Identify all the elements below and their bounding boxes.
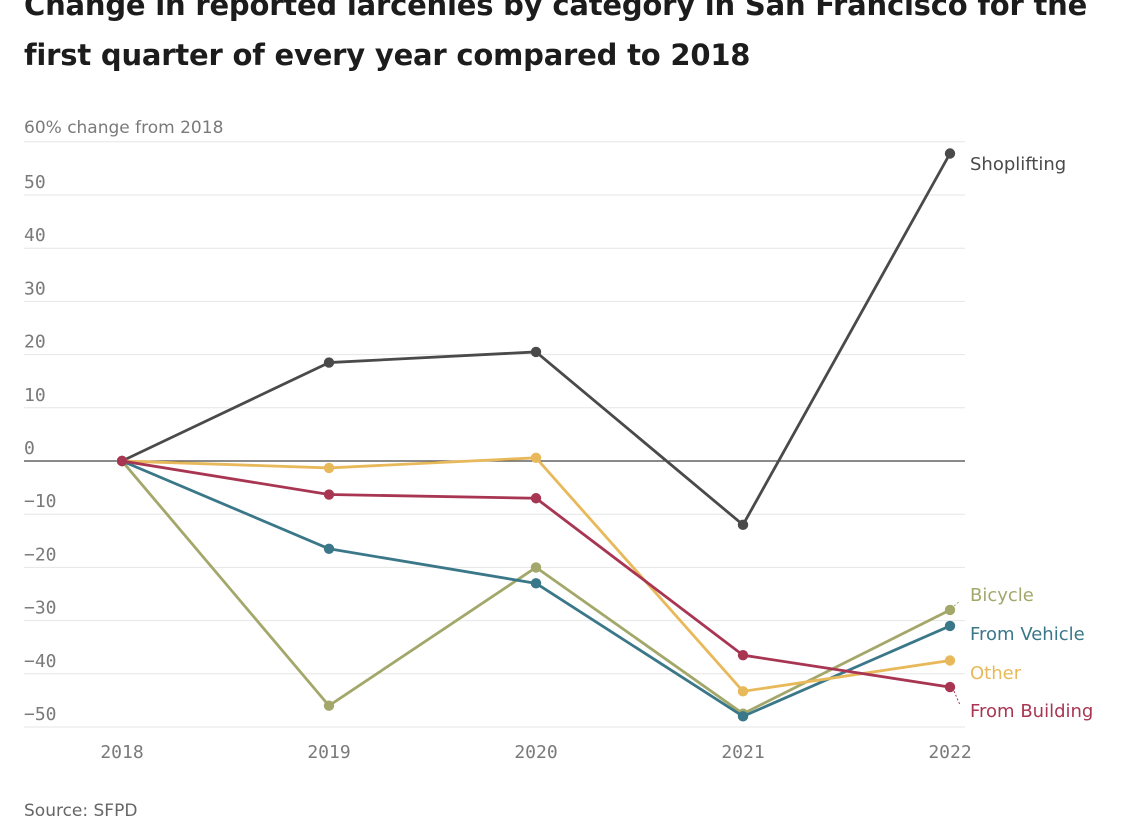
data-point — [323, 700, 335, 711]
data-point — [116, 455, 128, 467]
label-leader-line — [953, 690, 961, 706]
series-line — [120, 152, 952, 527]
x-tick-label: 2019 — [307, 742, 350, 763]
data-point — [737, 649, 749, 661]
grid-lines — [24, 141, 965, 728]
series-label: Bicycle — [970, 585, 1034, 606]
data-point — [323, 462, 335, 474]
y-tick-label: 10 — [24, 385, 46, 406]
y-axis-unit-label: 60% change from 2018 — [24, 118, 223, 138]
y-tick-label: 20 — [24, 332, 46, 353]
series-label: From Building — [970, 701, 1093, 722]
data-point — [737, 686, 749, 697]
data-point — [530, 562, 542, 573]
data-point — [944, 620, 956, 632]
y-tick-label: −20 — [24, 544, 57, 565]
series-line — [120, 456, 952, 693]
data-point — [944, 655, 956, 666]
data-point — [944, 604, 956, 616]
x-tick-label: 2018 — [100, 742, 143, 763]
data-point — [323, 489, 335, 500]
y-tick-label: 50 — [24, 172, 46, 193]
data-point — [323, 543, 335, 554]
data-point — [530, 452, 542, 464]
source-note: Source: SFPD — [24, 801, 138, 821]
series-other — [116, 452, 956, 697]
series-label: Other — [970, 663, 1022, 684]
y-tick-label: 0 — [24, 438, 35, 459]
series-label: From Vehicle — [970, 624, 1085, 645]
x-tick-label: 2021 — [721, 742, 764, 763]
label-leader-line — [953, 600, 961, 607]
data-point — [737, 711, 749, 722]
y-tick-label: −50 — [24, 704, 57, 725]
series-from-building — [116, 455, 956, 693]
series-lines — [116, 148, 956, 722]
data-point — [530, 346, 542, 358]
y-tick-label: −40 — [24, 651, 57, 672]
data-point — [944, 681, 956, 693]
chart-title: Change in reported larcenies by category… — [24, 0, 1088, 72]
x-tick-label: 2020 — [514, 742, 557, 763]
y-tick-label: 40 — [24, 225, 46, 246]
y-tick-label: −10 — [24, 491, 57, 512]
series-label: Shoplifting — [970, 154, 1066, 175]
series-labels: Shoplifting Bicycle From Vehicle Other From … — [953, 154, 1093, 722]
series-shoplifting — [116, 148, 956, 531]
x-axis-ticks: 2018 2019 2020 2021 2022 — [100, 742, 971, 763]
data-point — [944, 148, 956, 159]
y-tick-label: −30 — [24, 598, 57, 619]
data-point — [323, 357, 335, 368]
data-point — [737, 519, 749, 531]
x-tick-label: 2022 — [928, 742, 971, 763]
data-point — [530, 578, 542, 589]
y-tick-label: 30 — [24, 278, 46, 299]
y-axis-ticks: 50 40 30 20 10 0 −10 −20 −30 −40 −50 — [24, 172, 57, 725]
data-point — [530, 493, 542, 504]
